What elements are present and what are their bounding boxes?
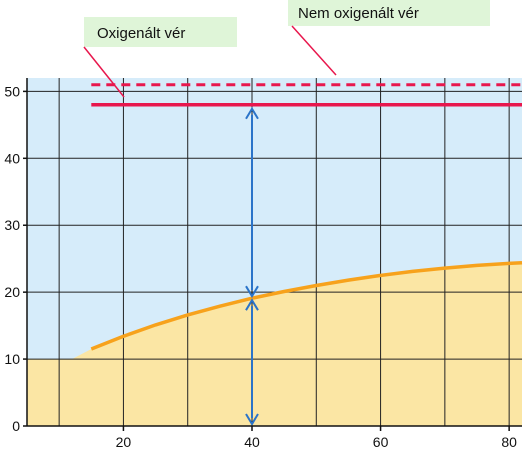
- y-tick-label: 20: [4, 284, 20, 300]
- y-tick-label: 0: [12, 418, 20, 434]
- x-tick-label: 40: [244, 434, 260, 450]
- y-tick-label: 10: [4, 351, 20, 367]
- x-tick-label: 60: [373, 434, 389, 450]
- y-tick-label: 40: [4, 150, 20, 166]
- legend-callout-deoxygenated: Nem oxigenált vér: [288, 0, 490, 75]
- y-tick-label: 50: [4, 83, 20, 99]
- y-tick-label: 30: [4, 217, 20, 233]
- legend-label-deoxygenated: Nem oxigenált vér: [298, 5, 419, 22]
- legend-label-oxygenated: Oxigenált vér: [97, 25, 185, 42]
- plot-background-layer: [27, 78, 522, 426]
- x-tick-label: 20: [116, 434, 132, 450]
- x-tick-label: 80: [501, 434, 517, 450]
